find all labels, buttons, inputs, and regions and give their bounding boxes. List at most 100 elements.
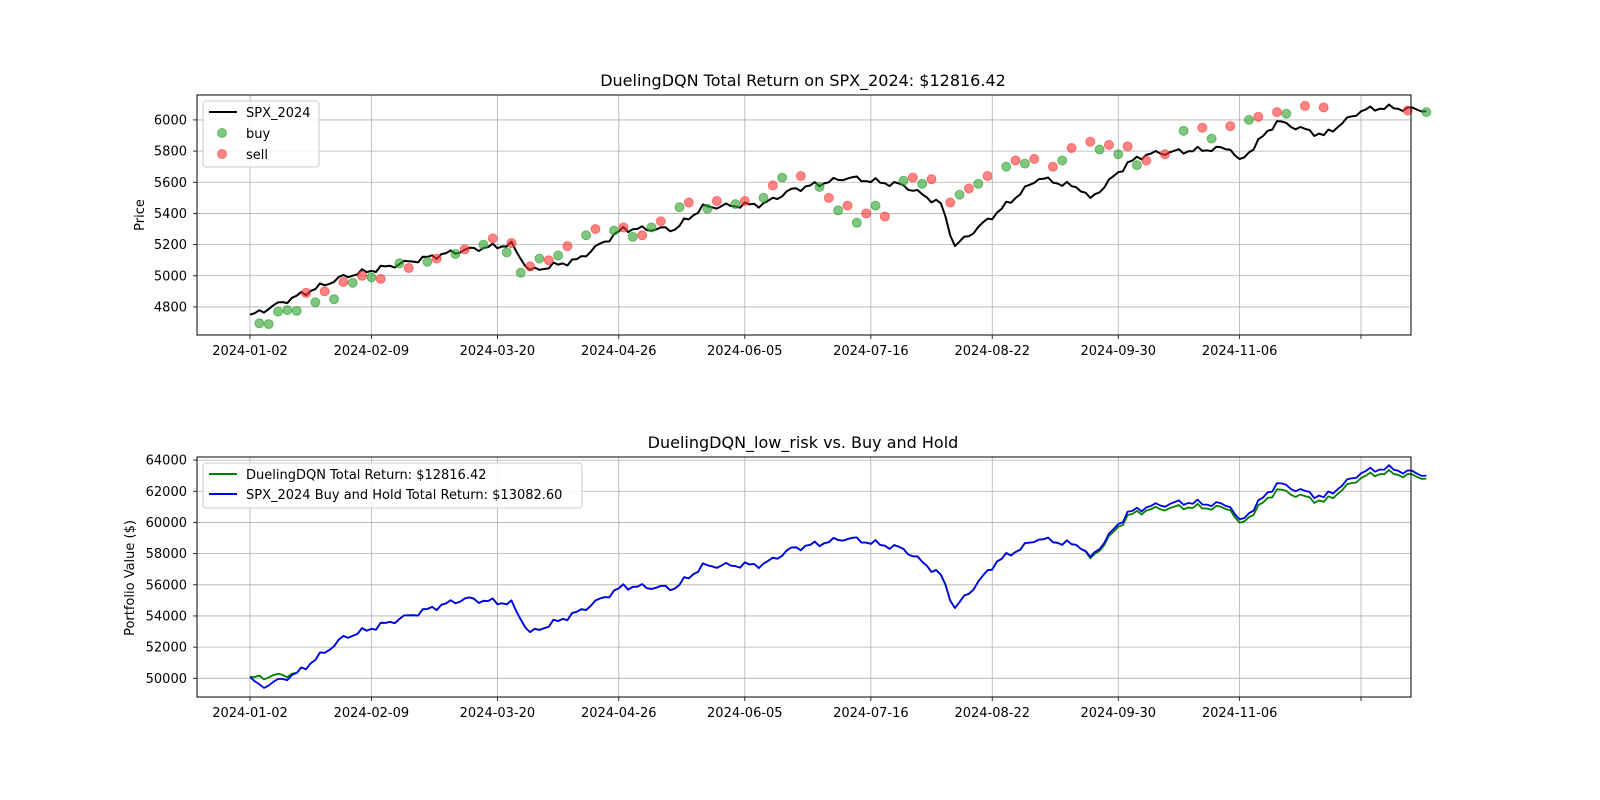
buy-marker [366,272,377,283]
buy-marker [973,178,984,189]
y-tick-label: 50000 [146,672,187,687]
legend-bottom: DuelingDQN Total Return: $12816.42 SPX_2… [202,462,583,509]
x-tick-label: 2024-06-05 [707,344,783,359]
x-tick-label: 2024-04-26 [581,706,657,721]
chart-title-bottom: DuelingDQN_low_risk vs. Buy and Hold [648,433,959,453]
sell-marker [861,208,872,219]
axes-frame-bottom [196,456,1412,698]
buy-marker [263,319,274,330]
sell-marker [1066,142,1077,153]
x-tick-label: 2024-01-02 [212,706,288,721]
buy-marker [814,181,825,192]
sell-marker [525,261,536,272]
y-tick-label: 5800 [154,145,187,160]
buy-marker [329,294,340,305]
sell-marker [562,241,573,252]
grid-top [197,95,1411,335]
buy-marker [310,297,321,308]
sell-marker [459,244,470,255]
price-chart: DuelingDQN Total Return on SPX_2024: $12… [133,71,1432,359]
buy-marker [394,258,405,269]
buy-marker [777,172,788,183]
legend-top: SPX_2024 buy sell [202,100,320,168]
sell-marker [1225,121,1236,132]
buy-marker [254,318,265,329]
x-tick-label: 2024-06-05 [707,706,783,721]
buy-marker [422,256,433,267]
buy-marker [478,239,489,250]
sell-marker [357,270,368,281]
legend-label-buy-and-hold: SPX_2024 Buy and Hold Total Return: $130… [246,488,562,503]
buy-marker [1243,114,1254,125]
legend-box-bottom [202,462,583,509]
sell-marker [590,224,601,235]
buy-marker [501,247,512,258]
x-ticks-top: 2024-01-02 2024-02-09 2024-03-20 2024-04-26… [212,335,1362,359]
sell-marker [1197,122,1208,133]
x-tick-label: 2024-11-06 [1202,706,1278,721]
sell-marker [319,286,330,297]
buy-marker [833,205,844,216]
buy-marker [515,267,526,278]
y-tick-label: 54000 [146,609,187,624]
sell-marker [375,273,386,284]
buy-marker [674,202,685,213]
buy-marker [758,192,769,203]
buy-marker [291,305,302,316]
sell-marker [301,287,312,298]
buy-marker [1131,160,1142,171]
legend-label-buy: buy [246,127,270,142]
buy-marker [273,306,284,317]
sell-marker [403,262,414,273]
buy-marker [1094,144,1105,155]
x-tick-label: 2024-03-20 [460,706,536,721]
buy-marker [282,305,293,316]
buy-marker [851,217,862,228]
buy-marker [1421,107,1432,118]
buy-marker [898,175,909,186]
sell-marker [543,255,554,266]
chart-title-top: DuelingDQN Total Return on SPX_2024: $12… [600,71,1006,91]
x-ticks-bottom: 2024-01-02 2024-02-09 2024-03-20 2024-04-26… [212,697,1362,721]
y-tick-label: 52000 [146,641,187,656]
buy-marker [702,203,713,214]
y-tick-label: 64000 [146,454,187,469]
sell-marker [338,277,349,288]
sell-marker [945,197,956,208]
x-tick-label: 2024-01-02 [212,344,288,359]
axes-frame-top [196,94,1412,336]
buy-marker [1113,149,1124,160]
sell-marker [823,192,834,203]
buy-marker [1019,158,1030,169]
x-tick-label: 2024-02-09 [334,344,410,359]
sell-marker [1047,161,1058,172]
sell-marker [767,180,778,191]
x-tick-label: 2024-07-16 [833,344,909,359]
buy-marker [1206,133,1217,144]
buy-marker [730,199,741,210]
buy-marker [1178,125,1189,136]
legend-label-strategy: DuelingDQN Total Return: $12816.42 [246,468,487,483]
legend-label-sell: sell [246,148,268,163]
sell-marker [618,222,629,233]
sell-marker [1402,105,1413,116]
grid-bottom [197,457,1411,697]
y-tick-label: 4800 [154,300,187,315]
y-tick-label: 60000 [146,516,187,531]
buy-marker [609,225,620,236]
y-tick-label: 56000 [146,578,187,593]
buy-marker [450,248,461,259]
buy-marker [1001,161,1012,172]
sell-marker [1010,155,1021,166]
y-tick-label: 5600 [154,176,187,191]
x-tick-label: 2024-09-30 [1080,344,1156,359]
buy-marker [581,230,592,241]
x-tick-label: 2024-03-20 [460,344,536,359]
portfolio-chart: DuelingDQN_low_risk vs. Buy and Hold 500… [123,433,1427,721]
sell-marker [1085,136,1096,147]
y-tick-label: 62000 [146,485,187,500]
sell-marker [655,216,666,227]
y-tick-label: 5200 [154,238,187,253]
sell-marker [982,171,993,182]
